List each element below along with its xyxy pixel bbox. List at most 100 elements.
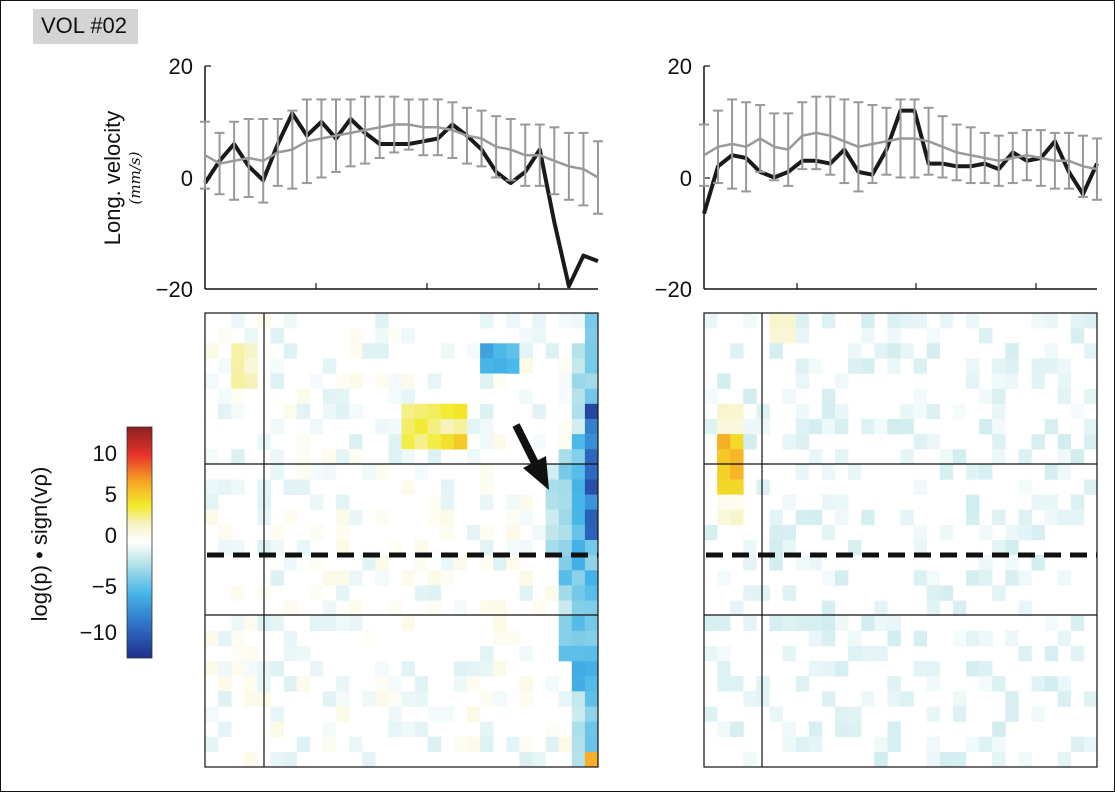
heatmap-cell [506,555,520,571]
heatmap-cell [979,388,993,405]
heatmap-cell [571,751,586,768]
heatmap-cell [283,751,297,768]
heatmap-cell [1031,706,1045,722]
heatmap-cell [913,313,927,329]
heatmap-cell [558,540,573,556]
heatmap-cell [519,494,533,510]
heatmap-cell [835,509,849,526]
heatmap-cell [1005,358,1019,374]
heatmap-cell [848,721,862,737]
heatmap-cell [244,373,258,389]
heatmap-cell [519,691,533,707]
heatmap-cell [480,373,494,389]
heatmap-cell [427,418,442,435]
heatmap-cell [1044,418,1058,435]
heatmap-cell [388,691,402,707]
heatmap-cell [506,509,520,526]
heatmap-cell [283,600,297,616]
heatmap-cell [874,751,888,768]
heatmap-cell [283,343,297,359]
heatmap-cell [545,676,559,692]
heatmap-cell [244,661,258,677]
heatmap-cell [835,570,849,586]
heatmap-cell [427,736,442,753]
heatmap-cell [453,736,468,753]
heatmap-cell [730,721,744,737]
heatmap-cell [821,464,836,480]
heatmap-cell [966,494,980,510]
heatmap-cell [926,328,941,344]
heatmap-cell [584,645,599,662]
heatmap-cell [1005,555,1019,571]
heatmap-cell [322,736,337,753]
heatmap-cell [808,509,823,526]
heatmap-cell [218,540,232,556]
heatmap-cell [769,615,783,632]
heatmap-cell [427,434,442,450]
heatmap-cell [584,464,599,480]
heatmap-cell [480,691,494,707]
heatmap-cell [480,524,494,541]
heatmap-cell [717,464,731,480]
heatmap-cell [506,494,520,510]
heatmap-cell [283,479,297,495]
heatmap-cell [388,706,402,722]
heatmap-cell [283,313,297,329]
heatmap-cell [717,661,731,677]
heatmap-cell [571,434,586,450]
heatmap-cell [375,343,389,359]
heatmap-cell [1057,676,1072,692]
heatmap-cell [795,736,810,753]
heatmap-cell [506,736,520,753]
heatmap-cell [808,358,823,374]
heatmap-cell [336,676,350,692]
heatmap-cell [795,509,810,526]
heatmap-cell [848,706,862,722]
heatmap-cell [1057,691,1072,707]
heatmap-cell [309,464,324,480]
heatmap-cell [821,691,836,707]
heatmap-cell [795,555,810,571]
heatmap-cell [480,721,494,737]
heatmap-cell [270,418,284,435]
heatmap-cell [467,661,481,677]
panel-label: VOL #02 [33,9,139,44]
heatmap-cell [1018,449,1032,465]
heatmap-cell [375,691,389,707]
heatmap-cell [730,449,744,465]
heatmap-cell [1031,524,1045,541]
heatmap-cell [401,403,415,420]
heatmap-cell [401,449,415,465]
heatmap-cell [440,479,455,495]
heatmap-cell [717,434,731,450]
heatmap-cell [1070,403,1085,420]
heatmap-cell [270,540,284,556]
heatmap-cell [966,630,980,647]
heatmap-cell [218,403,232,420]
heatmap-left [205,313,599,768]
heatmap-cell [992,509,1006,526]
heatmap-cell [848,540,862,556]
heatmap-cell [730,464,744,480]
heatmap-cell [571,494,586,510]
heatmap-cell [769,706,783,722]
heatmap-cell [743,751,757,768]
heatmap-cell [493,600,507,616]
heatmap-cell [322,358,337,374]
heatmap-cell [414,403,428,420]
heatmap-cell [519,328,533,344]
heatmap-cell [519,736,533,753]
heatmap-cell [743,555,757,571]
heatmap-cell [782,736,796,753]
heatmap-cell [717,373,731,389]
heatmap-cell [558,449,573,465]
heatmap-cell [322,464,337,480]
heatmap-cell [558,736,573,753]
heatmap-cell [584,751,599,768]
heatmap-cell [571,313,586,329]
heatmap-cell [861,358,875,374]
heatmap-cell [887,615,901,632]
heatmap-cell [743,691,757,707]
heatmap-cell [743,434,757,450]
